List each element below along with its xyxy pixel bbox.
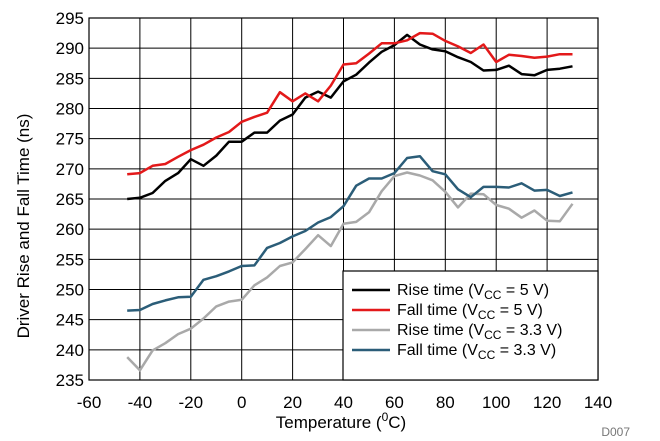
x-axis-label-degree: 0 [382,410,389,424]
y-axis-label: Driver Rise and Fall Time (ns) [14,114,33,339]
y-tick-label: 255 [56,250,84,269]
x-tick-label: 20 [283,393,302,412]
x-tick-label: 0 [237,393,246,412]
y-tick-label: 260 [56,220,84,239]
x-tick-label: 60 [385,393,404,412]
x-tick-label: 80 [436,393,455,412]
legend-label-text: Rise time (V [397,322,484,339]
x-tick-label: -20 [179,393,204,412]
legend-label-subscript: CC [478,308,496,322]
x-tick-label: 140 [584,393,612,412]
x-tick-label: 120 [533,393,561,412]
x-tick-label: -60 [77,393,102,412]
legend-label-text: Fall time (V [397,342,478,359]
y-tick-labels: 235 240 245 250 255 260 265 270 275 280 285 290 295 [56,9,84,390]
legend-label-3: Rise time (VCC = 3.3 V) [397,322,562,342]
series-lines [126,31,574,372]
y-tick-label: 245 [56,311,84,330]
y-tick-label: 280 [56,100,84,119]
y-tick-label: 235 [56,371,84,390]
legend: Rise time (VCC = 5 V)Fall time (VCC = 5 … [342,270,599,381]
legend-label-4: Fall time (VCC = 3.3 V) [397,342,556,362]
legend-label-subscript: CC [484,328,502,342]
series-line-1 [127,33,573,201]
y-tick-label: 295 [56,9,84,28]
series-line-2 [127,31,573,176]
legend-label-text: = 5 V) [495,302,543,319]
legend-label-text: = 5 V) [501,282,549,299]
x-tick-label: 40 [334,393,353,412]
y-tick-label: 275 [56,130,84,149]
y-tick-label: 270 [56,160,84,179]
y-tick-label: 265 [56,190,84,209]
legend-label-text: Fall time (V [397,302,478,319]
legend-label-text: = 3.3 V) [501,322,562,339]
legend-label-1: Rise time (VCC = 5 V) [397,282,549,302]
x-tick-label: 100 [482,393,510,412]
y-tick-label: 290 [56,39,84,58]
series-line-3 [126,171,574,372]
y-tick-label: 250 [56,281,84,300]
legend-label-subscript: CC [478,348,496,362]
y-tick-label: 240 [56,341,84,360]
legend-label-text: = 3.3 V) [495,342,556,359]
legend-label-subscript: CC [484,288,502,302]
x-axis-label: Temperature (0C) [276,410,406,432]
x-tick-label: -40 [128,393,153,412]
legend-label-text: Rise time (V [397,282,484,299]
legend-label-2: Fall time (VCC = 5 V) [397,302,543,322]
x-axis-label-base: Temperature ( [276,413,382,432]
x-tick-labels: -60 -40 -20 0 20 40 60 80 100 120 140 [77,393,612,412]
figure-code: D007 [601,425,630,439]
y-tick-label: 285 [56,69,84,88]
x-axis-label-unit: C) [388,413,406,432]
series-line-4 [127,154,573,312]
